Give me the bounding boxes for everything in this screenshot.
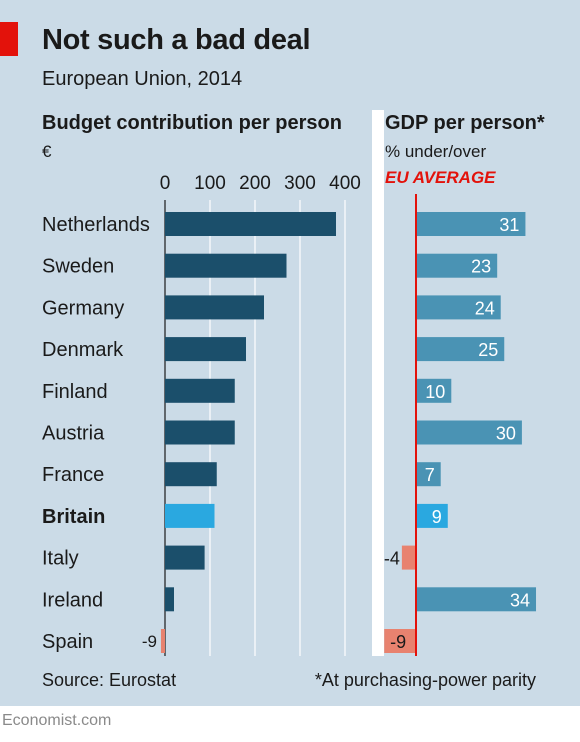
gdp-value-germany: 24 bbox=[475, 298, 495, 318]
gdp-bar-britain bbox=[416, 503, 448, 528]
category-label-britain: Britain bbox=[42, 506, 105, 528]
category-label-finland: Finland bbox=[42, 381, 108, 403]
gdp-value-spain: -9 bbox=[390, 632, 406, 652]
panel-divider bbox=[372, 110, 384, 656]
chart-title: Not such a bad deal bbox=[42, 24, 311, 56]
category-label-denmark: Denmark bbox=[42, 339, 124, 361]
contribution-bar-germany bbox=[165, 295, 264, 320]
gdp-bar-italy bbox=[401, 545, 416, 570]
contribution-bar-austria bbox=[165, 420, 235, 445]
gdp-bar-ireland bbox=[416, 587, 537, 612]
gdp-bar-germany bbox=[416, 295, 501, 320]
category-label-austria: Austria bbox=[42, 423, 105, 445]
gdp-bar-netherlands bbox=[416, 212, 526, 236]
contribution-bar-denmark bbox=[165, 337, 246, 362]
gdp-bar-france bbox=[416, 462, 441, 487]
x-tick-label: 300 bbox=[284, 173, 316, 194]
x-tick-label: 0 bbox=[160, 173, 171, 194]
chart-subtitle: European Union, 2014 bbox=[42, 68, 243, 90]
footnote: *At purchasing-power parity bbox=[314, 670, 536, 690]
gdp-bar-austria bbox=[416, 420, 522, 445]
gdp-value-netherlands: 31 bbox=[499, 215, 519, 235]
gdp-bar-denmark bbox=[416, 337, 505, 362]
right-panel-subtitle: % under/over bbox=[385, 142, 487, 161]
red-corner-tag bbox=[0, 22, 18, 56]
gdp-value-france: 7 bbox=[425, 465, 435, 485]
category-label-germany: Germany bbox=[42, 297, 124, 319]
contribution-bar-france bbox=[165, 462, 217, 487]
contribution-bar-ireland bbox=[165, 587, 174, 612]
contribution-bar-italy bbox=[165, 545, 205, 570]
contribution-bar-netherlands bbox=[165, 212, 336, 236]
gdp-bar-spain bbox=[384, 629, 416, 653]
bar-charts: 0 100 200 300 400 Netherlands 31 Sweden 23 German… bbox=[42, 173, 537, 656]
eu-average-label: EU AVERAGE bbox=[385, 168, 496, 187]
right-panel-title: GDP per person* bbox=[385, 112, 545, 134]
gdp-value-sweden: 23 bbox=[471, 257, 491, 277]
gdp-bar-finland bbox=[416, 378, 452, 403]
gdp-value-austria: 30 bbox=[496, 424, 516, 444]
gdp-value-finland: 10 bbox=[425, 382, 445, 402]
category-label-spain: Spain bbox=[42, 631, 93, 653]
gdp-value-britain: 9 bbox=[432, 507, 442, 527]
brand-label: Economist.com bbox=[2, 712, 112, 729]
gdp-value-italy: -4 bbox=[384, 549, 400, 569]
source-note: Source: Eurostat bbox=[42, 670, 177, 690]
category-label-sweden: Sweden bbox=[42, 256, 114, 278]
category-label-netherlands: Netherlands bbox=[42, 214, 150, 236]
x-tick-label: 100 bbox=[194, 173, 226, 194]
left-panel-title: Budget contribution per person bbox=[42, 112, 342, 134]
gdp-bar-sweden bbox=[416, 253, 498, 278]
category-label-italy: Italy bbox=[42, 548, 79, 570]
x-tick-label: 400 bbox=[329, 173, 361, 194]
x-tick-label: 200 bbox=[239, 173, 271, 194]
contribution-bar-britain bbox=[165, 503, 215, 528]
contribution-bar-spain bbox=[160, 629, 165, 653]
contribution-bar-finland bbox=[165, 378, 235, 403]
left-panel-unit: € bbox=[42, 142, 52, 161]
contribution-value-spain: -9 bbox=[142, 632, 157, 651]
gdp-value-denmark: 25 bbox=[478, 340, 498, 360]
contribution-bar-sweden bbox=[165, 253, 287, 278]
gdp-value-ireland: 34 bbox=[510, 590, 530, 610]
category-label-ireland: Ireland bbox=[42, 589, 103, 611]
category-label-france: France bbox=[42, 464, 104, 486]
